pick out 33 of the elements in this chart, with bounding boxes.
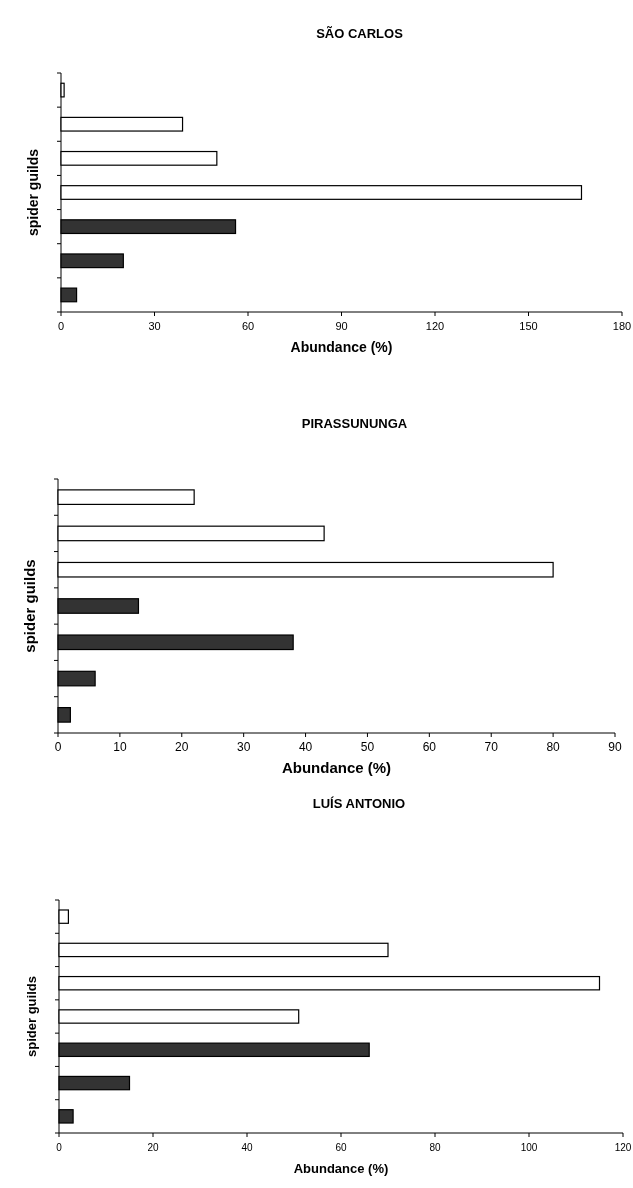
x-tick-label: 180	[612, 320, 632, 332]
x-tick-label: 40	[298, 740, 313, 754]
y-axis-title: spider guilds	[21, 559, 38, 653]
x-axis-title: Abundance (%)	[293, 1161, 389, 1176]
x-tick-label: 80	[429, 1142, 441, 1153]
x-tick-label: 30	[236, 740, 251, 754]
x-tick-label: 70	[484, 740, 499, 754]
x-tick-label: 90	[335, 320, 348, 332]
x-tick-label: 60	[335, 1142, 347, 1153]
x-axis-title: Abundance (%)	[281, 759, 392, 776]
x-tick-label: 150	[519, 320, 538, 332]
x-tick-label: 50	[360, 740, 375, 754]
chart-title: LUÍS ANTONIO	[312, 796, 406, 811]
x-tick-label: 0	[56, 1142, 63, 1153]
x-tick-label: 90	[608, 740, 622, 754]
x-tick-label: 10	[113, 740, 127, 754]
x-tick-label: 20	[147, 1142, 159, 1153]
x-tick-label: 80	[546, 740, 561, 754]
x-tick-label: 100	[520, 1142, 538, 1153]
x-tick-label: 30	[148, 320, 161, 332]
x-axis-title: Abundance (%)	[290, 339, 393, 355]
x-tick-label: 120	[614, 1142, 632, 1153]
x-tick-label: 60	[241, 320, 255, 332]
x-tick-label: 20	[175, 740, 189, 754]
x-tick-label: 60	[422, 740, 437, 754]
x-tick-label: 40	[241, 1142, 253, 1153]
x-tick-label: 120	[425, 320, 445, 332]
x-tick-label: 0	[57, 320, 65, 332]
chart-title: SÃO CARLOS	[316, 26, 404, 41]
chart-title: PIRASSUNUNGA	[301, 416, 408, 431]
x-tick-label: 0	[54, 740, 62, 754]
y-axis-title: spider guilds	[24, 976, 39, 1057]
y-axis-title: spider guilds	[25, 148, 41, 237]
